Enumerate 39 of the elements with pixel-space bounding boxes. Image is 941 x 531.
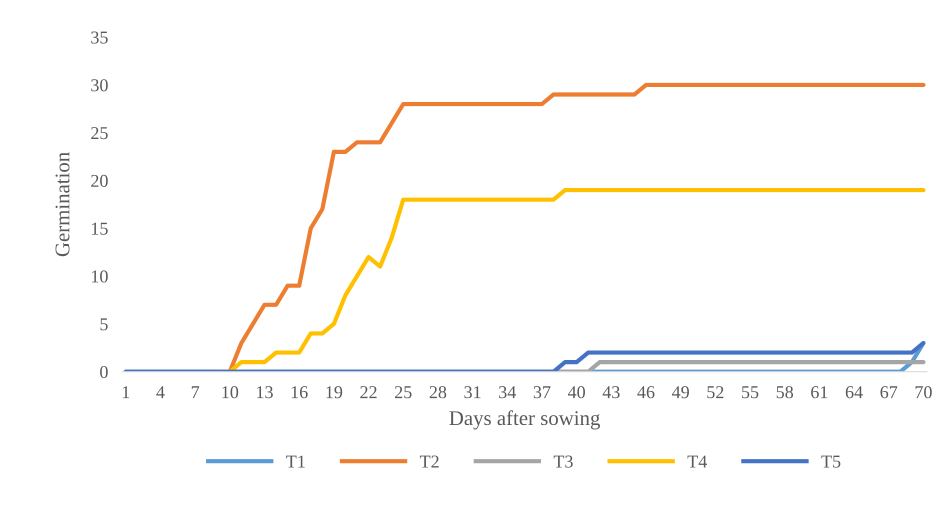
x-tick-label: 67 <box>880 386 898 398</box>
legend-label: T1 <box>286 456 305 468</box>
legend-label: T2 <box>420 456 439 468</box>
x-tick-label: 49 <box>672 386 689 398</box>
x-tick-label: 37 <box>534 386 550 398</box>
legend-label: T4 <box>688 456 707 468</box>
y-tick-label: 5 <box>100 318 108 330</box>
legend-label: T3 <box>554 456 573 468</box>
x-tick-label: 4 <box>156 386 165 398</box>
x-tick-label: 28 <box>430 386 446 398</box>
x-tick-label: 40 <box>568 386 585 398</box>
x-tick-label: 46 <box>637 386 654 398</box>
x-tick-label: 58 <box>776 386 794 398</box>
x-tick-label: 16 <box>292 386 308 398</box>
x-tick-label: 52 <box>707 386 724 398</box>
x-tick-label: 70 <box>916 386 932 398</box>
legend-label: T5 <box>821 456 840 468</box>
x-tick-label: 1 <box>122 386 130 398</box>
x-tick-label: 7 <box>192 386 200 398</box>
y-tick-label: 25 <box>91 127 108 140</box>
x-tick-label: 22 <box>360 386 377 398</box>
y-tick-label: 20 <box>91 174 108 187</box>
y-tick-label: 30 <box>91 79 108 92</box>
x-tick-label: 34 <box>499 386 516 398</box>
y-axis-title: Germination <box>55 152 70 256</box>
x-tick-label: 19 <box>326 386 342 398</box>
x-tick-label: 64 <box>846 386 863 398</box>
x-tick-label: 55 <box>742 386 758 398</box>
x-axis-title: Days after sowing <box>449 410 600 430</box>
x-tick-label: 10 <box>222 386 238 398</box>
y-tick-label: 10 <box>92 270 108 283</box>
x-tick-label: 61 <box>811 386 828 398</box>
y-tick-label: 15 <box>92 222 108 235</box>
x-tick-label: 31 <box>464 386 481 398</box>
x-tick-label: 43 <box>602 386 620 398</box>
y-tick-label: 0 <box>100 366 108 378</box>
y-tick-label: 35 <box>91 31 108 44</box>
x-tick-label: 25 <box>394 386 412 398</box>
x-tick-label: 13 <box>257 386 273 398</box>
